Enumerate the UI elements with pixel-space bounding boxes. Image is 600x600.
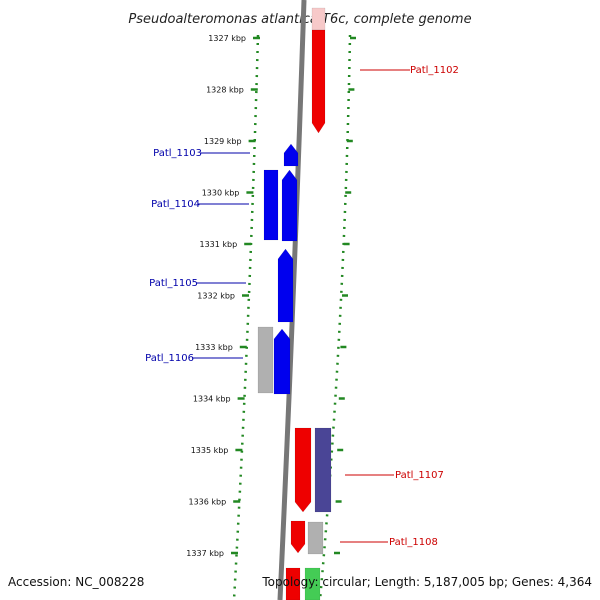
kbp-tick-label: 1337 kbp xyxy=(186,549,224,558)
kbp-tick-label: 1329 kbp xyxy=(204,137,242,146)
gene-label[interactable]: Patl_1105 xyxy=(149,278,198,289)
gene-label[interactable]: Patl_1107 xyxy=(395,470,444,481)
genome-title: Pseudoalteromonas atlantica T6c, complet… xyxy=(128,12,471,27)
gene-block-purple xyxy=(314,427,332,513)
gene-arrow-reverse xyxy=(277,248,294,323)
gene-label[interactable]: Patl_1103 xyxy=(153,148,202,159)
gene-label[interactable]: Patl_1104 xyxy=(151,199,200,210)
kbp-tick-label: 1331 kbp xyxy=(199,240,237,249)
kbp-tick-label: 1334 kbp xyxy=(193,395,231,404)
kbp-tick-label: 1333 kbp xyxy=(195,343,233,352)
gene-label[interactable]: Patl_1102 xyxy=(410,65,459,76)
gene-block-reverse xyxy=(263,169,279,241)
gene-labels: Patl_1102 Patl_1103 Patl_1104 Patl_1105 Patl… xyxy=(145,65,459,548)
kbp-tick-label: 1335 kbp xyxy=(191,446,229,455)
gene-block-gray xyxy=(307,521,324,555)
gene-arrow-reverse xyxy=(281,169,298,242)
gene-arrow-forward xyxy=(311,29,326,134)
gene-block-gray xyxy=(257,326,274,394)
gene-label[interactable]: Patl_1106 xyxy=(145,353,194,364)
kbp-ticks: 1327 kbp 1328 kbp 1329 kbp 1330 kbp 1331 kbp… xyxy=(186,34,356,600)
gene-block-green xyxy=(304,567,321,600)
gene-arrow-reverse xyxy=(283,143,299,167)
gene-arrow-forward xyxy=(294,427,312,513)
kbp-tick-label: 1330 kbp xyxy=(202,189,240,198)
left-guide-dots xyxy=(232,34,260,600)
kbp-tick-label: 1336 kbp xyxy=(188,498,226,507)
gene-block-pale xyxy=(311,7,326,31)
genome-summary: Topology: circular; Length: 5,187,005 bp… xyxy=(262,575,592,589)
gene-arrow-reverse xyxy=(273,328,291,395)
gene-arrow-forward xyxy=(290,520,306,554)
gene-block-forward xyxy=(285,567,301,600)
accession-text: Accession: NC_008228 xyxy=(8,575,145,589)
kbp-tick-label: 1328 kbp xyxy=(206,86,244,95)
kbp-tick-label: 1327 kbp xyxy=(208,34,246,43)
gene-features xyxy=(257,7,332,600)
gene-label[interactable]: Patl_1108 xyxy=(389,537,438,548)
kbp-tick-label: 1332 kbp xyxy=(197,292,235,301)
